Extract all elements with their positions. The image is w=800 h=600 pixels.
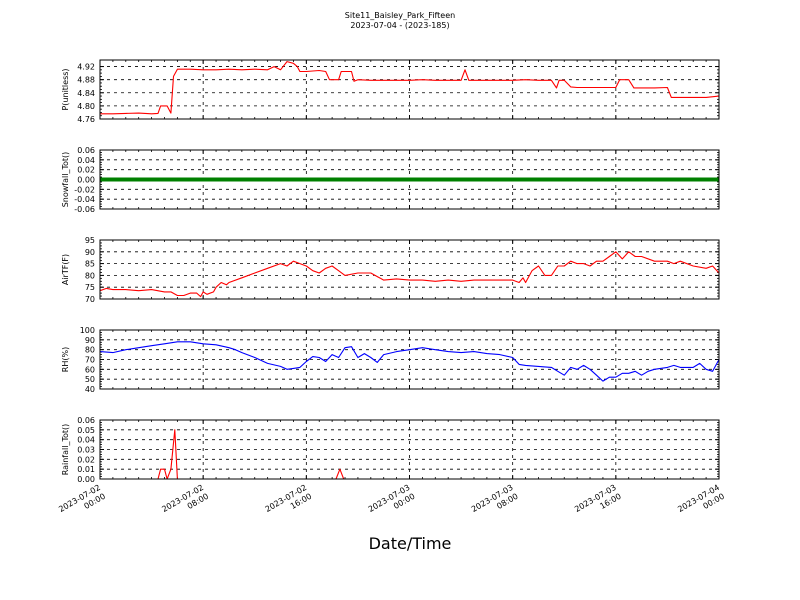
y-tick-label: 0.01 bbox=[77, 465, 95, 474]
y-tick-label: 100 bbox=[80, 326, 95, 335]
x-tick-label: 2023-07-0400:00 bbox=[676, 483, 726, 523]
chart-panel-1: 4.76 4.80 4.84 4.88 4.92 P(unitless) bbox=[61, 59, 720, 124]
y-tick-label: 4.92 bbox=[77, 63, 95, 72]
y-tick-label: 90 bbox=[85, 336, 95, 345]
y-tick-label: 40 bbox=[85, 385, 95, 394]
y-tick-label: -0.02 bbox=[74, 185, 95, 194]
y-tick-label: 0.00 bbox=[77, 475, 95, 484]
y-axis-label: Snowfall_Tot() bbox=[61, 152, 70, 208]
y-tick-label: 60 bbox=[85, 365, 95, 374]
y-tick-label: 70 bbox=[85, 356, 95, 365]
chart-subtitle: 2023-07-04 - (2023-185) bbox=[350, 21, 450, 30]
y-tick-label: 80 bbox=[85, 346, 95, 355]
y-tick-label: -0.04 bbox=[74, 195, 95, 204]
y-tick-label: 0.06 bbox=[77, 416, 95, 425]
y-tick-label: 90 bbox=[85, 248, 95, 257]
plot-frame bbox=[99, 419, 720, 480]
y-tick-label: 75 bbox=[85, 283, 95, 292]
x-axis-label: Date/Time bbox=[368, 534, 452, 553]
y-tick-label: 0.02 bbox=[77, 166, 95, 175]
y-tick-label: 4.80 bbox=[77, 102, 95, 111]
y-tick-label: 80 bbox=[85, 271, 95, 280]
y-axis-label: AirTF(F) bbox=[61, 254, 70, 285]
y-tick-label: 0.05 bbox=[77, 426, 95, 435]
y-tick-label: 50 bbox=[85, 375, 95, 384]
y-axis-label: P(unitless) bbox=[61, 68, 70, 110]
y-tick-label: 85 bbox=[85, 260, 95, 269]
y-tick-label: 0.03 bbox=[77, 446, 95, 455]
series-line bbox=[100, 429, 719, 480]
chart-panel-3: 70 75 80 85 90 95 AirTF(F) bbox=[61, 236, 720, 304]
y-axis-label: RH(%) bbox=[61, 347, 70, 372]
y-tick-label: 4.84 bbox=[77, 89, 95, 98]
series-line bbox=[100, 61, 720, 115]
x-tick-label: 2023-07-0200:00 bbox=[57, 483, 107, 523]
x-tick-label: 2023-07-0316:00 bbox=[573, 483, 623, 523]
plot-frame bbox=[99, 149, 720, 210]
x-tick-label: 2023-07-0308:00 bbox=[470, 483, 520, 523]
x-tick-label: 2023-07-0300:00 bbox=[367, 483, 417, 523]
y-tick-label: 0.00 bbox=[77, 176, 95, 185]
y-tick-label: 4.76 bbox=[77, 115, 95, 124]
chart-title: Site11_Baisley_Park_Fifteen bbox=[344, 11, 456, 20]
y-tick-label: 0.06 bbox=[77, 146, 95, 155]
series-line bbox=[99, 341, 720, 382]
plot-frame bbox=[99, 329, 720, 390]
chart-panel-5: 0.000.010.020.030.040.050.06 Rainfall_Tot… bbox=[61, 416, 720, 484]
chart-panel-2: -0.06-0.04-0.020.000.020.040.06 Snowfall_… bbox=[61, 146, 720, 214]
plot-frame bbox=[99, 239, 720, 300]
y-tick-label: -0.06 bbox=[74, 205, 95, 214]
plot-frame bbox=[99, 59, 720, 120]
y-tick-label: 4.88 bbox=[77, 76, 95, 85]
y-tick-label: 70 bbox=[85, 295, 95, 304]
x-tick-label: 2023-07-0208:00 bbox=[160, 483, 210, 523]
series-line bbox=[99, 251, 720, 298]
y-tick-label: 0.04 bbox=[77, 436, 95, 445]
x-tick-label: 2023-07-0216:00 bbox=[264, 483, 314, 523]
y-tick-label: 0.02 bbox=[77, 455, 95, 464]
y-axis-label: Rainfall_Tot() bbox=[61, 424, 70, 476]
y-tick-label: 0.04 bbox=[77, 156, 95, 165]
y-tick-label: 95 bbox=[85, 236, 95, 245]
